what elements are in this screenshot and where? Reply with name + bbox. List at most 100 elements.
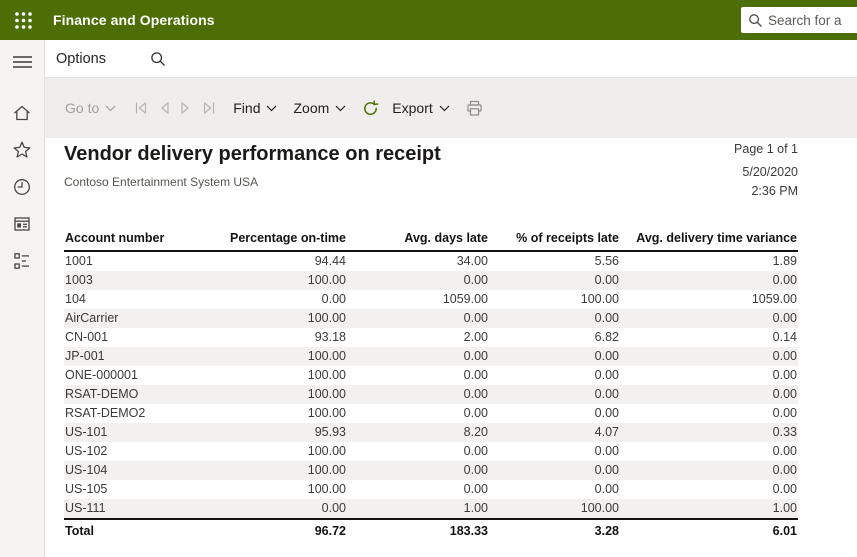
account-number-cell: US-101 — [65, 425, 108, 439]
table-row: RSAT-DEMO2 100.00 0.00 0.00 0.00 — [64, 404, 798, 423]
options-tab[interactable]: Options — [56, 50, 106, 67]
value-cell: 6.82 — [594, 330, 619, 344]
value-cell: 5.56 — [594, 254, 619, 268]
global-search-box[interactable]: Search for a — [741, 7, 857, 33]
home-icon — [14, 105, 30, 121]
value-cell: 100.00 — [307, 273, 346, 287]
search-icon — [151, 51, 166, 66]
last-page-icon — [204, 102, 215, 114]
table-row: US-111 0.00 1.00 100.00 1.00 — [64, 499, 798, 519]
table-row: US-105 100.00 0.00 0.00 0.00 — [64, 480, 798, 499]
value-cell: 0.00 — [594, 273, 619, 287]
report-date: 5/20/2020 — [742, 165, 798, 179]
value-cell: 3.28 — [489, 518, 620, 541]
table-row: US-102 100.00 0.00 0.00 0.00 — [64, 442, 798, 461]
value-cell: 0.00 — [594, 368, 619, 382]
chevron-down-icon — [267, 105, 277, 111]
company-name: Contoso Entertainment System USA — [64, 175, 259, 189]
value-cell: 100.00 — [307, 349, 346, 363]
table-row: CN-001 93.18 2.00 6.82 0.14 — [64, 328, 798, 347]
report-time: 2:36 PM — [751, 184, 798, 198]
account-number-cell: US-111 — [65, 501, 106, 515]
workspace-window-icon — [14, 217, 30, 231]
first-page-button[interactable] — [133, 100, 148, 116]
value-cell: 94.44 — [314, 254, 346, 268]
value-cell: 0.00 — [463, 482, 488, 496]
value-cell: 1.89 — [772, 254, 797, 268]
star-icon — [13, 141, 31, 158]
account-number-cell: RSAT-DEMO — [65, 387, 139, 401]
value-cell: 0.00 — [463, 349, 488, 363]
hamburger-menu-button[interactable] — [0, 50, 44, 74]
sidebar-item-favorites[interactable] — [0, 138, 44, 162]
table-row: US-101 95.93 8.20 4.07 0.33 — [64, 423, 798, 442]
value-cell: 0.00 — [594, 406, 619, 420]
table-row: US-104 100.00 0.00 0.00 0.00 — [64, 461, 798, 480]
page-number: Page 1 of 1 — [734, 142, 798, 156]
value-cell: 2.00 — [463, 330, 488, 344]
refresh-button[interactable] — [362, 99, 379, 117]
export-dropdown[interactable]: Export — [392, 100, 450, 116]
next-page-button[interactable] — [180, 100, 192, 116]
value-cell: 1.00 — [463, 501, 488, 515]
vendor-performance-table: Account number Percentage on-time Avg. d… — [64, 230, 798, 541]
table-header: Account number Percentage on-time Avg. d… — [64, 230, 798, 252]
value-cell: 0.00 — [772, 444, 797, 458]
account-number-cell: 1001 — [65, 254, 93, 268]
header-avg-days-late: Avg. days late — [347, 230, 489, 252]
app-title: Finance and Operations — [53, 12, 215, 28]
value-cell: 1059.00 — [751, 292, 797, 306]
value-cell: 100.00 — [307, 387, 346, 401]
account-number-cell: US-102 — [65, 444, 108, 458]
chevron-down-icon — [439, 105, 450, 111]
sidebar-item-home[interactable] — [0, 101, 44, 125]
total-label-cell: Total — [64, 518, 224, 541]
account-number-cell: JP-001 — [65, 349, 105, 363]
value-cell: 0.00 — [594, 349, 619, 363]
value-cell: 0.00 — [772, 368, 797, 382]
action-pane: Options — [45, 40, 857, 78]
zoom-dropdown[interactable]: Zoom — [293, 100, 346, 116]
header-account-number: Account number — [64, 230, 224, 252]
chevron-down-icon — [335, 105, 346, 111]
search-icon — [749, 13, 762, 27]
account-number-cell: 104 — [65, 292, 86, 306]
first-page-icon — [136, 102, 147, 114]
report-canvas: Vendor delivery performance on receipt C… — [45, 138, 857, 557]
app-launcher-button[interactable] — [0, 0, 46, 40]
table-row: 104 0.00 1059.00 100.00 1059.00 — [64, 290, 798, 309]
account-number-cell: 1003 — [65, 273, 93, 287]
page-navigation-group — [133, 100, 217, 116]
previous-page-button[interactable] — [158, 100, 170, 116]
value-cell: 0.33 — [772, 425, 797, 439]
top-navigation-bar: Finance and Operations Search for a — [0, 0, 857, 40]
value-cell: 93.18 — [314, 330, 346, 344]
goto-dropdown[interactable]: Go to — [65, 100, 116, 116]
account-number-cell: ONE-000001 — [65, 368, 138, 382]
value-cell: 0.00 — [463, 444, 488, 458]
page-search-button[interactable] — [150, 51, 166, 67]
chevron-down-icon — [105, 105, 116, 111]
total-row: Total 96.72 183.33 3.28 6.01 — [64, 518, 798, 541]
value-cell: 0.00 — [772, 349, 797, 363]
page-info-block: Page 1 of 1 5/20/2020 2:36 PM — [734, 142, 798, 201]
value-cell: 8.20 — [463, 425, 488, 439]
value-cell: 1059.00 — [442, 292, 488, 306]
value-cell: 1.00 — [772, 501, 797, 515]
header-avg-delivery-variance: Avg. delivery time variance — [620, 230, 798, 252]
header-pct-receipts-late: % of receipts late — [489, 230, 620, 252]
value-cell: 0.00 — [594, 444, 619, 458]
sidebar-item-modules[interactable] — [0, 249, 44, 273]
last-page-button[interactable] — [202, 100, 217, 116]
value-cell: 100.00 — [307, 482, 346, 496]
value-cell: 0.00 — [772, 463, 797, 477]
value-cell: 0.00 — [594, 463, 619, 477]
sidebar-item-workspaces[interactable] — [0, 212, 44, 236]
value-cell: 183.33 — [347, 518, 489, 541]
header-percentage-on-time: Percentage on-time — [224, 230, 347, 252]
value-cell: 0.00 — [463, 368, 488, 382]
sidebar-item-recent[interactable] — [0, 175, 44, 199]
print-button[interactable] — [466, 100, 483, 117]
find-dropdown[interactable]: Find — [233, 100, 277, 116]
table-row: 1001 94.44 34.00 5.56 1.89 — [64, 251, 798, 271]
